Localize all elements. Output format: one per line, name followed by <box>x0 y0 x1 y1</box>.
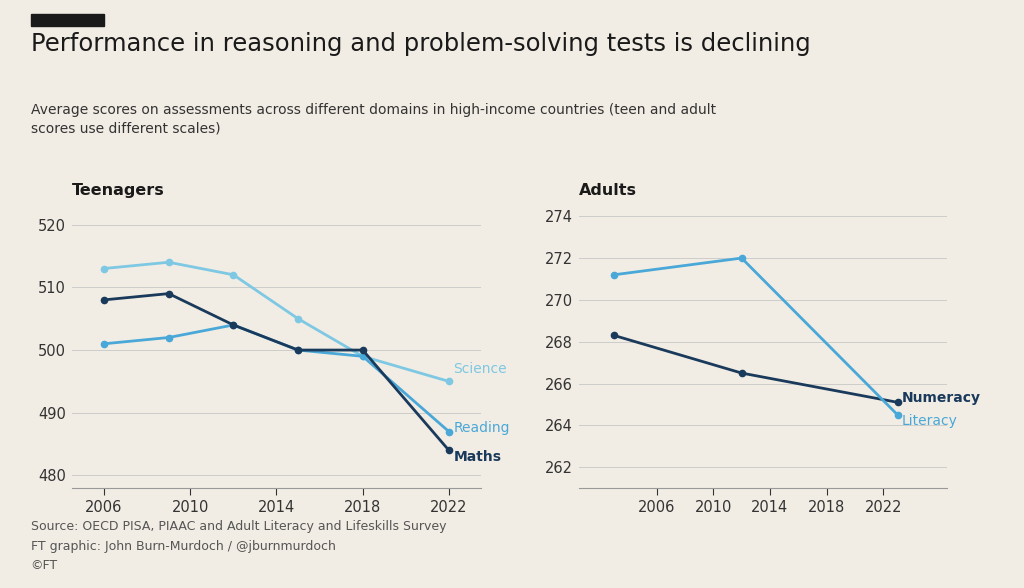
Text: Numeracy: Numeracy <box>902 391 981 405</box>
Text: Performance in reasoning and problem-solving tests is declining: Performance in reasoning and problem-sol… <box>31 32 810 56</box>
Text: Source: OECD PISA, PIAAC and Adult Literacy and Lifeskills Survey: Source: OECD PISA, PIAAC and Adult Liter… <box>31 520 446 533</box>
Text: Reading: Reading <box>454 422 510 436</box>
Text: Adults: Adults <box>579 183 637 198</box>
Text: Average scores on assessments across different domains in high-income countries : Average scores on assessments across dif… <box>31 103 716 136</box>
Text: FT graphic: John Burn-Murdoch / @jburnmurdoch: FT graphic: John Burn-Murdoch / @jburnmu… <box>31 540 336 553</box>
Text: Teenagers: Teenagers <box>72 183 165 198</box>
Text: Maths: Maths <box>454 450 502 465</box>
Text: ©FT: ©FT <box>31 559 57 572</box>
Text: Science: Science <box>454 362 507 376</box>
Text: Literacy: Literacy <box>902 414 957 428</box>
